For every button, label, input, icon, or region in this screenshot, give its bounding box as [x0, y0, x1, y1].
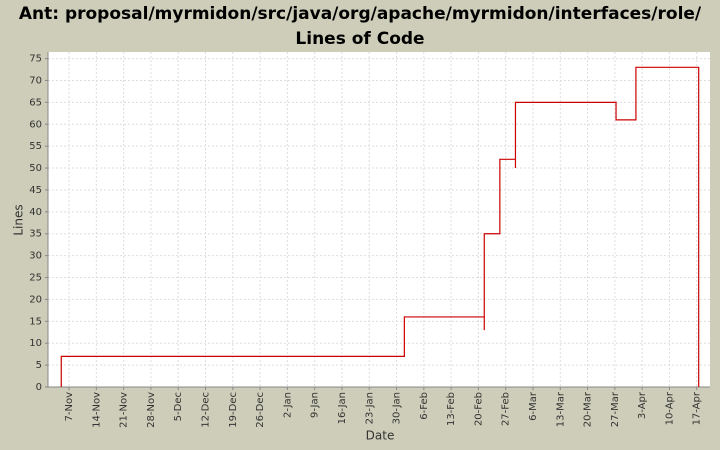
y-tick-label: 25 — [29, 273, 42, 284]
x-tick-label: 9-Jan — [310, 392, 321, 418]
x-tick-label: 27-Mar — [610, 391, 621, 427]
y-tick-label: 0 — [36, 382, 42, 393]
y-tick-label: 75 — [29, 54, 42, 65]
x-tick-label: 23-Jan — [364, 392, 375, 424]
x-tick-label: 12-Dec — [201, 392, 212, 428]
x-tick-label: 14-Nov — [91, 392, 102, 428]
x-tick-label: 6-Mar — [528, 391, 539, 421]
x-tick-label: 20-Feb — [473, 392, 484, 426]
x-tick-label: 3-Apr — [637, 391, 648, 419]
x-axis-label: Date — [366, 429, 395, 443]
x-tick-label: 10-Apr — [664, 391, 675, 425]
x-tick-label: 13-Mar — [555, 391, 566, 427]
x-tick-label: 26-Dec — [255, 392, 266, 428]
x-tick-label: 28-Nov — [146, 392, 157, 428]
x-tick-label: 20-Mar — [583, 391, 594, 427]
plot-area — [48, 52, 710, 387]
x-tick-label: 21-Nov — [119, 392, 130, 428]
y-tick-label: 55 — [29, 141, 42, 152]
y-tick-label: 70 — [29, 75, 42, 86]
y-tick-label: 60 — [29, 119, 42, 130]
x-tick-label: 27-Feb — [501, 392, 512, 426]
x-tick-label: 6-Feb — [419, 392, 430, 420]
x-tick-label: 19-Dec — [228, 392, 239, 428]
y-tick-label: 45 — [29, 185, 42, 196]
y-tick-label: 10 — [29, 338, 42, 349]
y-tick-label: 65 — [29, 97, 42, 108]
y-tick-label: 20 — [29, 294, 42, 305]
x-tick-label: 30-Jan — [392, 392, 403, 424]
y-tick-label: 50 — [29, 163, 42, 174]
x-tick-label: 13-Feb — [446, 392, 457, 426]
y-tick-label: 5 — [36, 360, 42, 371]
x-tick-label: 5-Dec — [173, 392, 184, 421]
y-tick-label: 15 — [29, 316, 42, 327]
chart-title: Ant: proposal/myrmidon/src/java/org/apac… — [18, 4, 702, 49]
y-tick-label: 30 — [29, 251, 42, 262]
x-tick-label: 2-Jan — [282, 392, 293, 418]
y-axis-label: Lines — [12, 204, 26, 235]
y-tick-label: 40 — [29, 207, 42, 218]
y-tick-label: 35 — [29, 229, 42, 240]
x-tick-label: 7-Nov — [64, 392, 75, 422]
x-tick-label: 17-Apr — [692, 391, 703, 425]
x-tick-label: 16-Jan — [337, 392, 348, 424]
series-line — [60, 66, 700, 387]
